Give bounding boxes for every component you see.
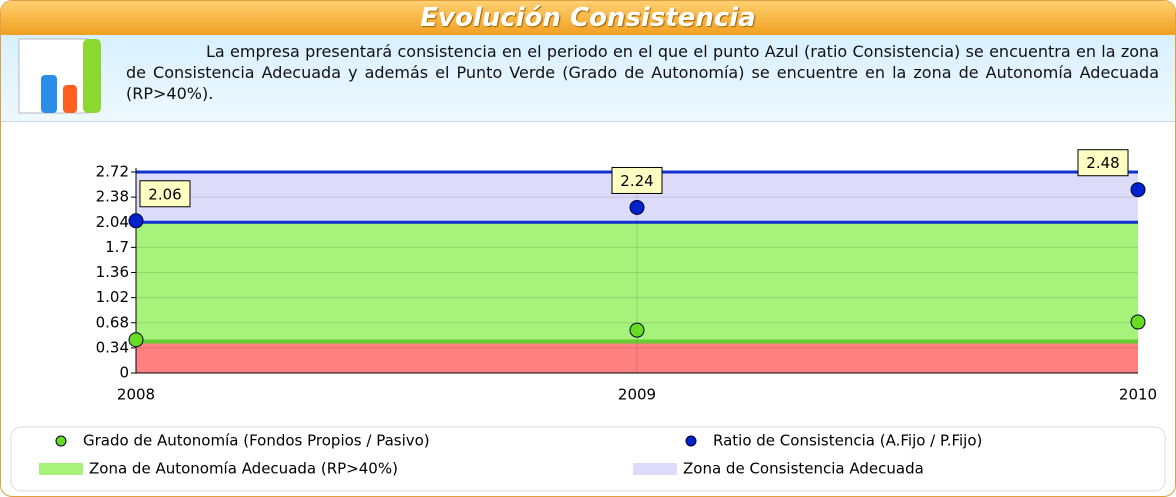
data-label: 2.06 [148,185,181,203]
y-tick-label: 1.02 [96,288,129,306]
y-tick-label: 2.04 [96,213,129,231]
data-label-box [1077,149,1129,177]
header: Evolución Consistencia [1,1,1175,35]
point [629,199,645,215]
x-tick-label: 2009 [618,386,656,404]
zone [136,222,1138,344]
legend-swatch [685,435,697,447]
y-tick-label: 1.36 [96,263,129,281]
title: Evolución Consistencia [420,3,756,33]
x-tick-label: 2008 [117,386,155,404]
description-box: La empresa presentará consistencia en el… [1,35,1175,122]
point [1130,182,1146,198]
legend-box [10,426,1166,492]
y-tick-label: 1.7 [105,238,129,256]
y-tick-label: 0.34 [96,338,129,356]
y-tick-label: 2.72 [96,163,129,181]
point [128,213,144,229]
legend-swatch [55,435,67,447]
legend-label: Ratio de Consistencia (A.Fijo / P.Fijo) [713,432,982,450]
legend-label: Zona de Autonomía Adecuada (RP>40%) [89,460,398,478]
data-label: 2.24 [620,172,653,190]
legend-swatch [633,463,677,475]
y-tick-label: 2.38 [96,188,129,206]
legend-swatch [39,463,83,475]
legend-label: Zona de Consistencia Adecuada [683,460,924,478]
y-tick-label: 0.68 [96,313,129,331]
point [629,322,645,338]
zone [136,172,1138,223]
zone [136,343,1138,373]
description: La empresa presentará consistencia en el… [126,42,1159,103]
data-label-box [611,166,663,194]
y-tick-label: 0 [119,364,129,382]
legend-label: Grado de Autonomía (Fondos Propios / Pas… [83,432,430,450]
data-label-box [139,180,191,208]
point [1130,314,1146,330]
x-tick-label: 2010 [1119,386,1157,404]
point [128,332,144,348]
icon [18,38,101,114]
data-label: 2.48 [1086,154,1119,172]
